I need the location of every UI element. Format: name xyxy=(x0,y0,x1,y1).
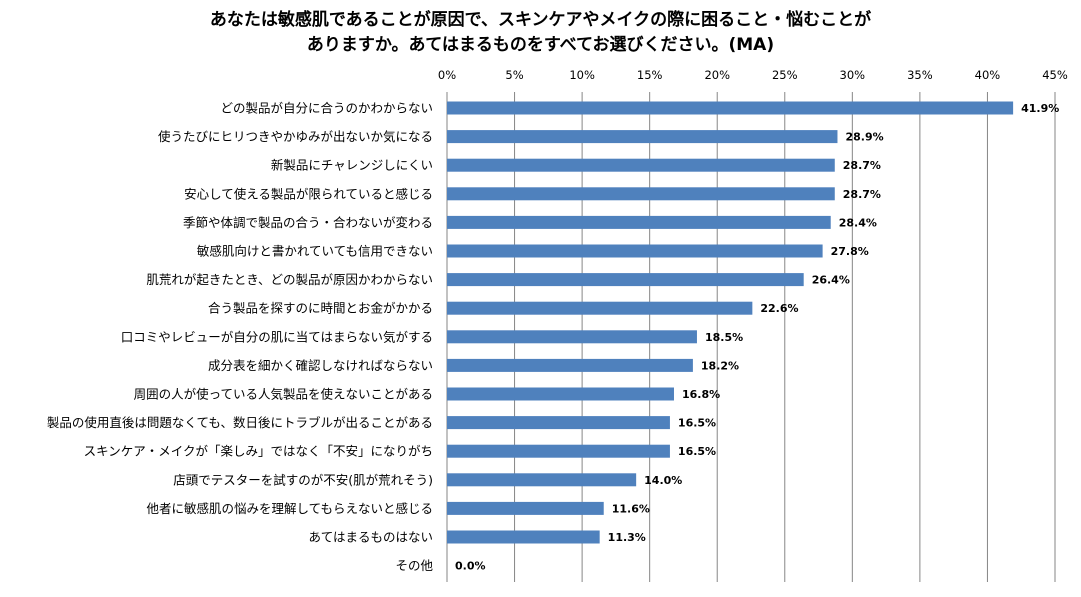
data-label: 28.7% xyxy=(843,188,881,201)
category-label: 成分表を細かく確認しなければならない xyxy=(208,358,433,373)
bar xyxy=(447,244,823,258)
data-label: 11.3% xyxy=(608,531,646,544)
category-label: 敏感肌向けと書かれていても信用できない xyxy=(197,244,433,259)
x-tick-label: 30% xyxy=(840,68,866,82)
bar xyxy=(447,101,1014,115)
bar xyxy=(447,501,604,515)
data-label: 41.9% xyxy=(1021,102,1059,115)
bar xyxy=(447,416,670,430)
category-label: 安心して使える製品が限られていると感じる xyxy=(184,186,433,201)
x-tick-label: 25% xyxy=(772,68,798,82)
category-label: スキンケア・メイクが「楽しみ」ではなく「不安」になりがち xyxy=(84,444,433,459)
category-label: 周囲の人が使っている人気製品を使えないことがある xyxy=(134,387,433,402)
x-tick-label: 35% xyxy=(907,68,933,82)
bar xyxy=(447,473,637,487)
bar xyxy=(447,301,753,315)
category-label: 店頭でテスターを試すのが不安(肌が荒れそう) xyxy=(173,472,433,487)
category-label: その他 xyxy=(395,558,433,573)
category-label: 新製品にチャレンジしにくい xyxy=(271,158,433,173)
data-label: 16.5% xyxy=(678,445,716,458)
category-label: あてはまるものはない xyxy=(308,530,433,545)
data-label: 22.6% xyxy=(760,302,798,315)
chart-title: あなたは敏感肌であることが原因で、スキンケアやメイクの際に困ること・悩むことが … xyxy=(0,8,1081,58)
bar xyxy=(447,444,670,458)
chart-title-line-1: あなたは敏感肌であることが原因で、スキンケアやメイクの際に困ること・悩むことが xyxy=(209,10,872,30)
data-label: 0.0% xyxy=(455,560,486,573)
x-tick-label: 20% xyxy=(704,68,730,82)
x-tick-label: 0% xyxy=(438,68,456,82)
data-label: 18.5% xyxy=(705,331,743,344)
data-label: 28.9% xyxy=(845,131,883,144)
category-label: 合う製品を探すのに時間とお金がかかる xyxy=(208,301,433,316)
data-label: 16.8% xyxy=(682,388,720,401)
category-label: 他者に敏感肌の悩みを理解してもらえないと感じる xyxy=(146,501,433,516)
x-tick-label: 10% xyxy=(569,68,595,82)
bar xyxy=(447,387,674,401)
category-label: 肌荒れが起きたとき、どの製品が原因かわからない xyxy=(146,272,433,287)
data-label: 16.5% xyxy=(678,417,716,430)
bar xyxy=(447,358,693,372)
data-label: 28.7% xyxy=(843,159,881,172)
category-label: 季節や体調で製品の合う・合わないが変わる xyxy=(183,215,433,230)
x-tick-label: 40% xyxy=(975,68,1001,82)
x-tick-label: 15% xyxy=(637,68,663,82)
x-tick-label: 5% xyxy=(505,68,523,82)
bar xyxy=(447,330,697,344)
bar xyxy=(447,130,838,144)
category-label: 製品の使用直後は問題なくても、数日後にトラブルが出ることがある xyxy=(47,415,433,430)
bar xyxy=(447,158,835,172)
chart-title-line-2: ありますか。あてはまるものをすべてお選びください。(MA) xyxy=(306,35,775,55)
category-label: 口コミやレビューが自分の肌に当てはまらない気がする xyxy=(121,329,433,344)
data-label: 28.4% xyxy=(839,216,877,229)
data-label: 14.0% xyxy=(644,474,682,487)
bar xyxy=(447,273,804,287)
x-tick-label: 45% xyxy=(1042,68,1068,82)
data-label: 18.2% xyxy=(701,359,739,372)
category-label: どの製品が自分に合うのかわからない xyxy=(220,101,433,116)
bar xyxy=(447,187,835,201)
bar xyxy=(447,215,831,229)
bar xyxy=(447,530,600,544)
data-label: 27.8% xyxy=(831,245,869,258)
category-label: 使うたびにヒリつきやかゆみが出ないか気になる xyxy=(158,129,433,144)
data-label: 26.4% xyxy=(812,274,850,287)
data-label: 11.6% xyxy=(612,502,650,515)
